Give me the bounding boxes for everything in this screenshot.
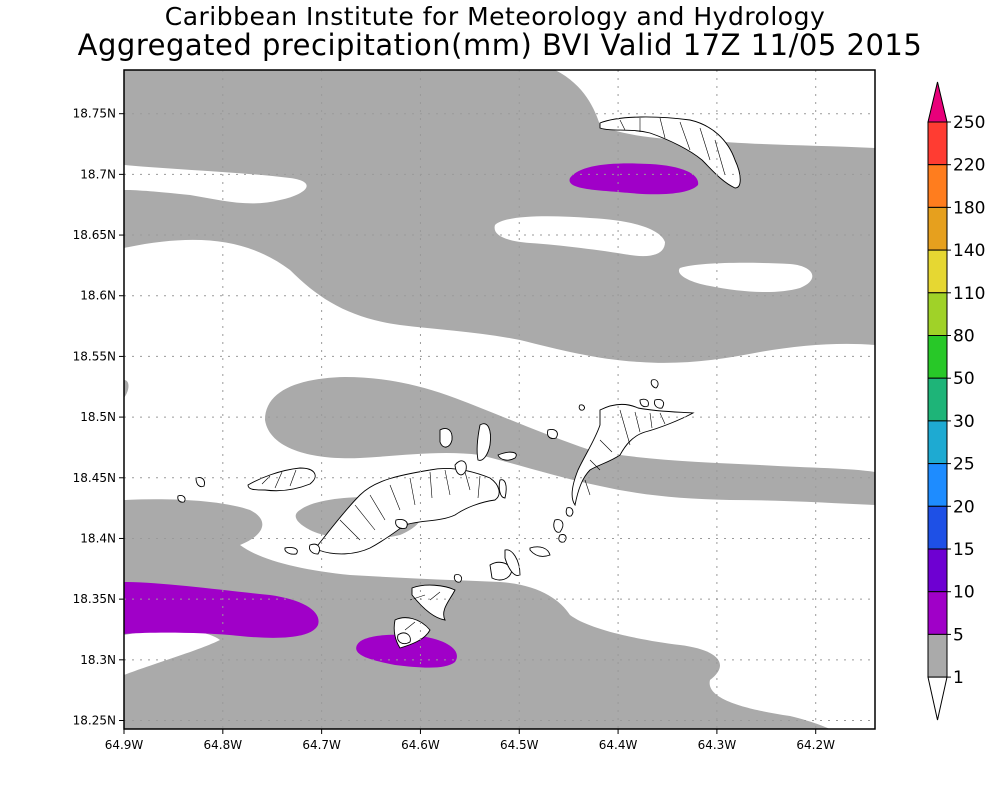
lat-tick-label: 18.7N xyxy=(80,167,116,181)
lat-tick-label: 18.5N xyxy=(80,410,116,424)
guana-island xyxy=(497,451,517,461)
colorbar-label: 25 xyxy=(953,455,975,475)
lon-tick-label: 64.9W xyxy=(105,738,144,752)
colorbar-label: 220 xyxy=(953,156,985,176)
lon-tick-label: 64.2W xyxy=(796,738,835,752)
sandy-cay-island xyxy=(177,495,186,503)
colorbar-segment xyxy=(927,164,948,208)
tortola-island xyxy=(317,467,500,555)
scrub-island xyxy=(476,423,491,461)
lat-tick-label: 18.35N xyxy=(73,592,116,606)
lon-tick-label: 64.6W xyxy=(401,738,440,752)
little-thatch-island xyxy=(284,547,298,555)
marina-cay-island xyxy=(498,479,507,499)
cockroach-island xyxy=(578,404,585,411)
great-tobago-island xyxy=(395,519,408,529)
island-boundary-lines xyxy=(261,117,726,631)
colorbar-label: 110 xyxy=(953,284,985,304)
lat-tick-label: 18.4N xyxy=(80,531,116,545)
fallen-jerusalem-island xyxy=(553,519,564,533)
broken-jerusalem-island xyxy=(565,507,574,517)
little-jost-van-dyke-island xyxy=(195,477,205,488)
axis-ticks: 64.9W 64.8W 64.7W 64.6W 64.5W 64.4W 64.3W 64.2W… xyxy=(73,107,835,752)
lon-tick-label: 64.4W xyxy=(599,738,638,752)
lat-tick-label: 18.3N xyxy=(80,653,116,667)
lon-tick-label: 64.8W xyxy=(204,738,243,752)
norman-islet xyxy=(397,632,411,645)
colorbar-segment xyxy=(927,292,948,336)
lat-tick-label: 18.45N xyxy=(73,471,116,485)
peter-island xyxy=(411,584,456,621)
frenchmans-cay-island xyxy=(309,543,321,555)
colorbar-segment xyxy=(927,420,948,465)
eustatia-island xyxy=(639,398,649,408)
colorbar-segment xyxy=(927,335,948,379)
necker-island xyxy=(650,379,659,389)
colorbar-label: 80 xyxy=(953,327,975,347)
great-dog-island xyxy=(547,429,558,439)
colorbar-label: 1 xyxy=(953,668,964,688)
virgin-gorda-island xyxy=(571,403,695,507)
colorbar-label: 180 xyxy=(953,198,985,218)
colorbar-label: 20 xyxy=(953,497,975,517)
precipitation-colorbar: 250 220 180 140 110 80 50 30 25 20 15 10 5 1 xyxy=(927,81,985,721)
colorbar-segment xyxy=(927,591,948,635)
colorbar-top-arrow xyxy=(927,81,948,123)
lon-tick-label: 64.3W xyxy=(698,738,737,752)
colorbar-segment xyxy=(927,249,948,294)
colorbar-label: 50 xyxy=(953,369,975,389)
cooper-island xyxy=(504,549,521,576)
colorbar-segment xyxy=(927,548,948,593)
beef-island xyxy=(439,428,453,448)
lat-tick-label: 18.55N xyxy=(73,349,116,363)
colorbar-segment xyxy=(927,633,948,678)
colorbar-segment xyxy=(927,121,948,166)
precip-below-1mm-areas xyxy=(124,165,813,293)
lat-tick-label: 18.25N xyxy=(73,714,116,728)
colorbar-segment xyxy=(927,377,948,422)
colorbar-label: 10 xyxy=(953,583,975,603)
anegada-island xyxy=(599,116,741,189)
round-rock-island xyxy=(558,534,567,543)
bvi-islands xyxy=(177,116,741,649)
map-title: Caribbean Institute for Meteorology and … xyxy=(164,2,826,31)
colorbar-label: 5 xyxy=(953,625,964,645)
great-camanoe-island xyxy=(454,460,467,476)
colorbar-label: 140 xyxy=(953,241,985,261)
precipitation-field xyxy=(124,70,875,729)
mosquito-island xyxy=(654,399,665,409)
colorbar-label: 15 xyxy=(953,540,975,560)
map-frame xyxy=(123,69,876,730)
lon-tick-label: 64.7W xyxy=(302,738,341,752)
lat-tick-label: 18.65N xyxy=(73,228,116,242)
ginger-island xyxy=(529,546,551,557)
lat-tick-label: 18.75N xyxy=(73,107,116,121)
colorbar-segment xyxy=(927,505,948,550)
map-subtitle: Aggregated precipitation(mm) BVI Valid 1… xyxy=(77,28,923,62)
colorbar-bottom-arrow xyxy=(927,676,948,721)
jost-van-dyke-island xyxy=(247,467,316,492)
colorbar-segment xyxy=(927,463,948,507)
colorbar-label: 30 xyxy=(953,412,975,432)
deadmans-chest-island xyxy=(453,574,463,583)
lon-tick-label: 64.5W xyxy=(500,738,539,752)
colorbar-segment xyxy=(927,206,948,251)
colorbar-label: 250 xyxy=(953,113,985,133)
lat-tick-label: 18.6N xyxy=(80,289,116,303)
